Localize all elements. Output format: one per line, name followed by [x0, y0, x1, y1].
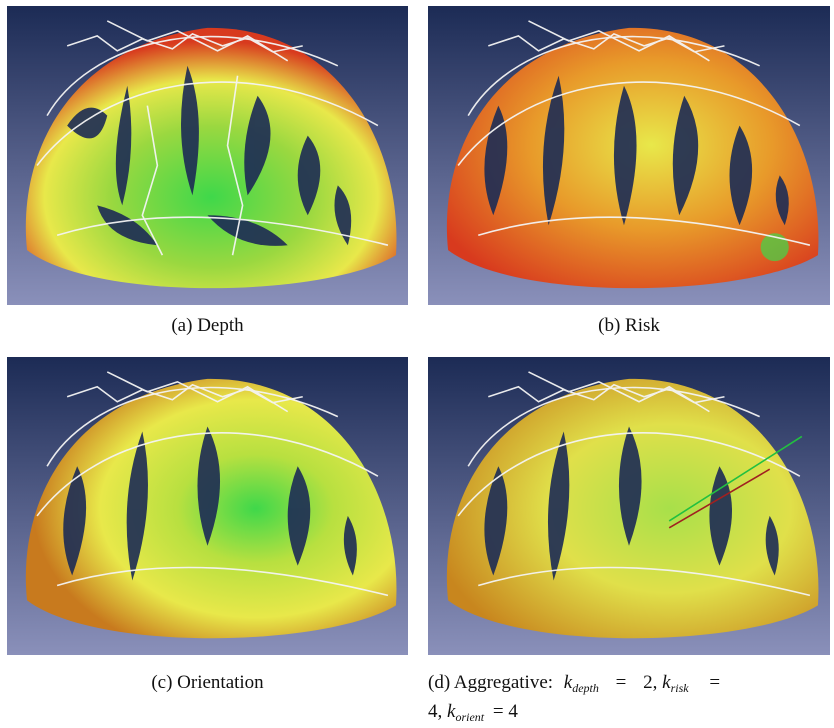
caption-aggregative-prefix: (d) Aggregative: — [428, 672, 554, 693]
brain-render-risk — [428, 6, 830, 305]
k-risk-value: 4, — [428, 701, 443, 722]
brain-surface-aggregative-image — [428, 357, 830, 655]
brain-surface-orientation-image — [7, 357, 408, 655]
equals-sign-1: = — [615, 672, 627, 693]
caption-risk: (b) Risk — [598, 315, 660, 336]
caption-depth: (a) Depth — [171, 315, 244, 336]
caption-orientation: (c) Orientation — [151, 672, 264, 693]
brain-surface-risk-image — [428, 6, 830, 305]
brain-render-orientation — [7, 357, 408, 655]
k-depth-value: 2, — [643, 672, 658, 693]
k-risk-symbol: k — [662, 672, 671, 693]
equals-sign-2: = — [709, 672, 721, 693]
k-depth-symbol: k — [563, 672, 573, 693]
k-depth-subscript: depth — [572, 681, 599, 695]
caption-aggregative: (d) Aggregative: kdepth = 2, krisk = 4, … — [428, 672, 830, 728]
k-orient-symbol: k — [447, 701, 456, 722]
k-orient-subscript: orient — [455, 710, 485, 724]
formula-line1: kdepth = 2, krisk = — [563, 672, 721, 695]
brain-surface-depth-image — [7, 6, 408, 305]
brain-render-aggregative — [428, 357, 830, 655]
formula-line2: 4, korient = 4 — [428, 701, 830, 728]
k-risk-subscript: risk — [670, 681, 689, 695]
brain-render-depth — [7, 6, 408, 305]
k-orient-value: = 4 — [492, 701, 518, 722]
